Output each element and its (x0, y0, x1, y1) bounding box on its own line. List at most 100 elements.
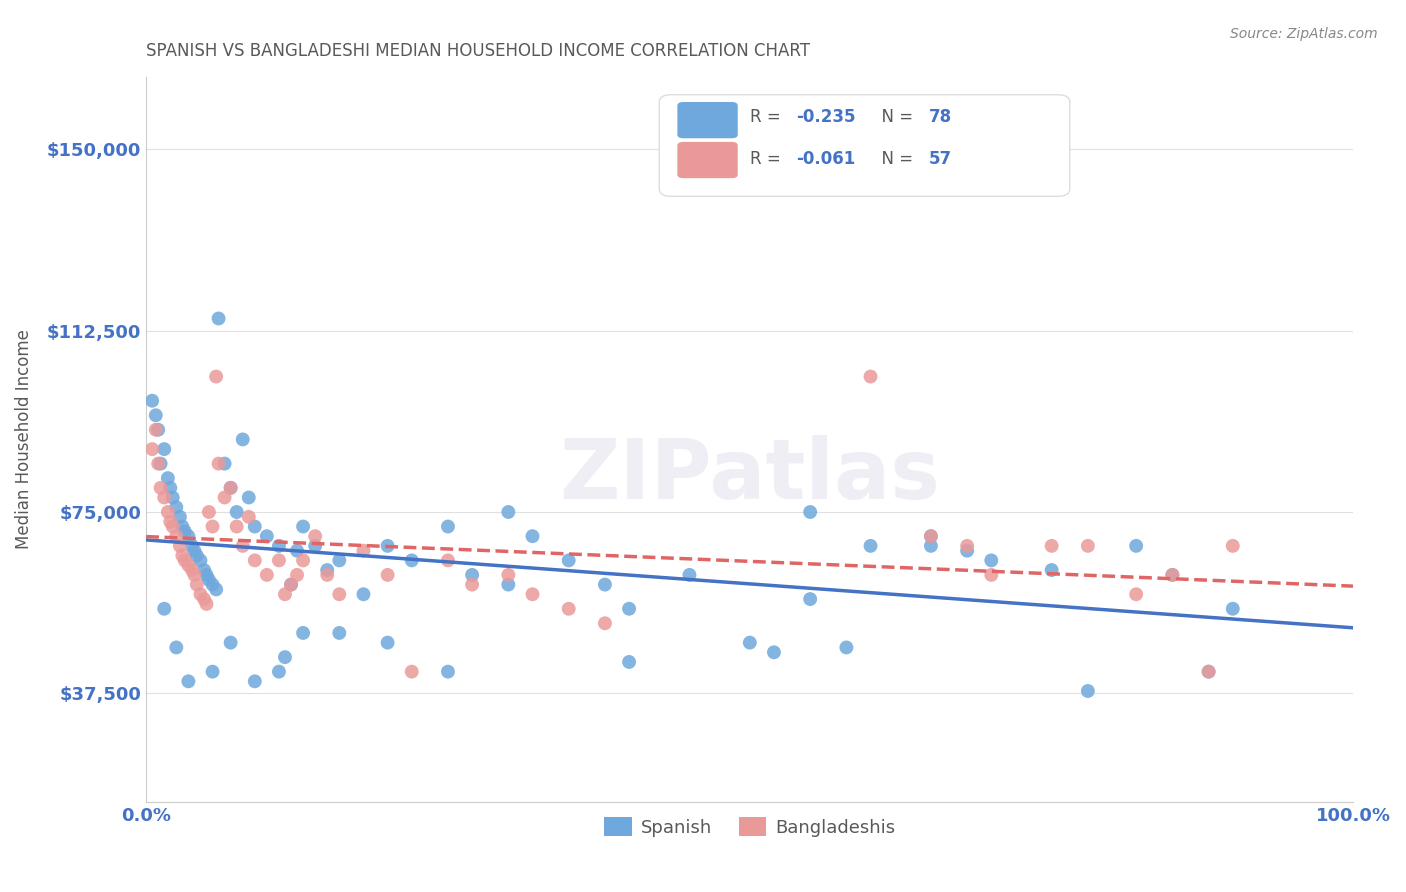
Point (980, 567, 1002, 582)
Point (219, 481, 242, 495)
Point (198, 573, 221, 587)
Point (198, 505, 221, 519)
Point (214, 457, 236, 471)
Point (219, 481, 242, 495)
Point (1198, 665, 1220, 679)
Point (256, 529, 278, 543)
Point (169, 509, 191, 524)
Point (205, 369, 228, 384)
Point (201, 519, 224, 533)
Point (148, 423, 170, 437)
Point (401, 665, 423, 679)
Point (1198, 665, 1220, 679)
Point (149, 457, 172, 471)
Point (267, 553, 290, 567)
Point (190, 587, 212, 601)
Point (280, 577, 302, 591)
Point (156, 471, 179, 485)
Text: -0.061: -0.061 (796, 150, 855, 168)
Point (141, 442, 163, 456)
Point (799, 505, 821, 519)
Point (920, 529, 942, 543)
Point (353, 543, 375, 558)
Point (377, 635, 399, 649)
Point (177, 674, 200, 689)
Point (153, 442, 176, 456)
Point (267, 539, 290, 553)
Point (1077, 539, 1099, 553)
Point (328, 626, 350, 640)
Point (285, 567, 308, 582)
Point (377, 567, 399, 582)
Point (285, 543, 308, 558)
Point (145, 409, 167, 423)
FancyBboxPatch shape (678, 142, 738, 178)
Point (195, 567, 218, 582)
Point (980, 553, 1002, 567)
Point (172, 549, 194, 563)
Point (617, 655, 640, 669)
Point (207, 457, 229, 471)
FancyBboxPatch shape (659, 95, 1070, 196)
Point (557, 601, 579, 615)
Point (859, 369, 882, 384)
Text: Source: ZipAtlas.com: Source: ZipAtlas.com (1230, 27, 1378, 41)
Point (193, 592, 215, 607)
Point (593, 616, 616, 631)
Text: N =: N = (870, 108, 918, 126)
Point (762, 645, 785, 659)
Point (1040, 563, 1063, 577)
Point (219, 635, 242, 649)
Y-axis label: Median Household Income: Median Household Income (15, 329, 32, 549)
Point (557, 553, 579, 567)
Point (173, 553, 195, 567)
Point (225, 519, 247, 533)
Point (181, 539, 204, 553)
Legend: Spanish, Bangladeshis: Spanish, Bangladeshis (598, 810, 903, 844)
Point (159, 481, 181, 495)
Point (377, 539, 399, 553)
Point (316, 563, 339, 577)
Point (145, 423, 167, 437)
Point (1040, 539, 1063, 553)
Point (328, 587, 350, 601)
Point (1222, 601, 1244, 615)
Text: 78: 78 (928, 108, 952, 126)
Text: -0.235: -0.235 (796, 108, 855, 126)
Point (437, 553, 460, 567)
Point (835, 640, 858, 655)
Point (920, 529, 942, 543)
Point (522, 587, 544, 601)
Point (159, 515, 181, 529)
Point (201, 665, 224, 679)
Point (141, 393, 163, 408)
Point (165, 529, 187, 543)
Point (498, 505, 520, 519)
Point (243, 553, 266, 567)
Text: 57: 57 (928, 150, 952, 168)
Text: SPANISH VS BANGLADESHI MEDIAN HOUSEHOLD INCOME CORRELATION CHART: SPANISH VS BANGLADESHI MEDIAN HOUSEHOLD … (146, 42, 810, 60)
Point (401, 553, 423, 567)
Point (165, 500, 187, 515)
Point (1222, 539, 1244, 553)
Point (177, 558, 200, 573)
Point (173, 524, 195, 539)
Point (799, 592, 821, 607)
Point (181, 563, 204, 577)
Point (316, 567, 339, 582)
Point (304, 539, 326, 553)
Point (1077, 684, 1099, 698)
Point (177, 529, 200, 543)
Point (183, 567, 205, 582)
Point (238, 509, 260, 524)
Point (162, 519, 184, 533)
Point (172, 519, 194, 533)
Point (190, 553, 212, 567)
Point (148, 457, 170, 471)
Point (186, 577, 208, 591)
Point (437, 665, 460, 679)
Point (920, 539, 942, 553)
Point (461, 577, 484, 591)
Point (859, 539, 882, 553)
Point (1161, 567, 1184, 582)
